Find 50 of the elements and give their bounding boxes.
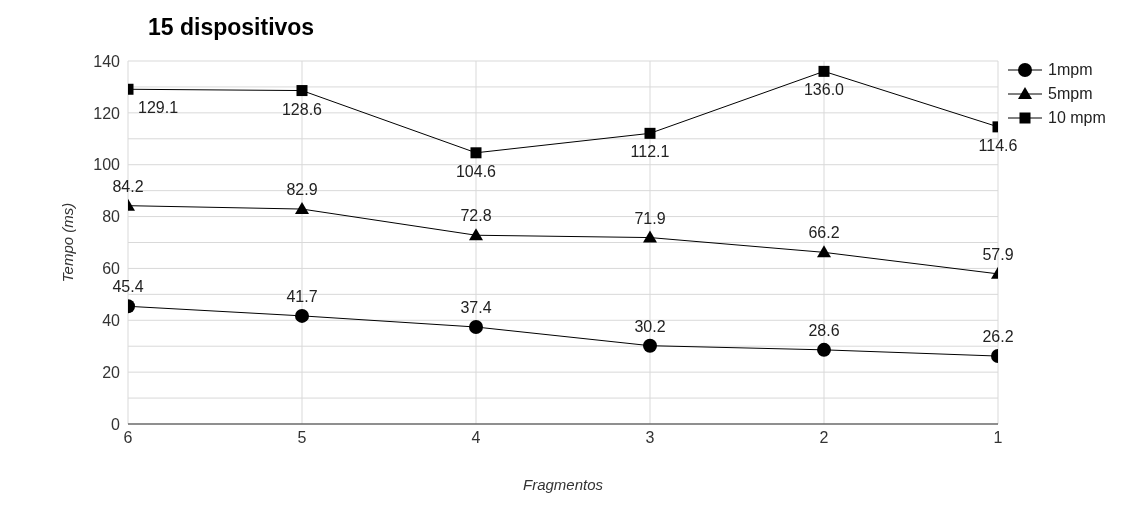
y-tick-label: 140 (93, 52, 121, 70)
data-label: 37.4 (460, 299, 492, 317)
data-label: 84.2 (112, 177, 144, 195)
point (469, 320, 483, 335)
x-tick-label: 4 (471, 429, 481, 447)
legend-label: 10 mpm (1048, 109, 1106, 127)
data-label: 30.2 (634, 317, 666, 335)
data-label: 82.9 (286, 181, 318, 199)
point (817, 342, 831, 357)
point (817, 245, 831, 258)
x-tick-label: 1 (993, 429, 1003, 447)
data-label: 57.9 (982, 245, 1014, 263)
y-tick-label: 120 (93, 104, 121, 122)
y-tick-label: 40 (102, 311, 121, 329)
data-label: 128.6 (281, 100, 323, 118)
data-label: 71.9 (634, 209, 666, 227)
point (469, 228, 483, 241)
data-label: 66.2 (808, 224, 840, 242)
data-label: 45.4 (112, 278, 144, 296)
data-label: 26.2 (982, 328, 1014, 346)
data-label: 114.6 (978, 136, 1018, 154)
point (470, 147, 482, 159)
point (644, 127, 656, 139)
y-tick-label: 100 (93, 156, 121, 174)
x-tick-label: 3 (645, 429, 655, 447)
data-label: 136.0 (803, 81, 845, 99)
y-tick-label: 20 (102, 363, 121, 381)
x-tick-label: 5 (297, 429, 307, 447)
y-tick-label: 0 (111, 415, 121, 433)
x-tick-label: 6 (123, 429, 133, 447)
chart-title: 15 dispositivos (148, 14, 315, 41)
point (295, 202, 309, 215)
y-tick-label: 80 (102, 208, 121, 226)
y-tick-label: 60 (102, 260, 121, 278)
data-label: 72.8 (460, 207, 492, 225)
data-label: 28.6 (808, 321, 840, 339)
data-label: 41.7 (286, 287, 318, 305)
point (643, 338, 657, 353)
point (296, 85, 308, 97)
legend-label: 1mpm (1048, 61, 1093, 79)
data-label: 104.6 (455, 162, 497, 180)
point (295, 308, 309, 323)
x-axis-title: Fragmentos (522, 475, 604, 493)
x-tick-label: 2 (819, 429, 829, 447)
y-axis-title: Tempo (ms) (59, 202, 77, 283)
legend-label: 5mpm (1048, 85, 1093, 103)
data-label: 112.1 (630, 143, 670, 161)
point (818, 65, 830, 77)
point (643, 230, 657, 243)
data-label: 129.1 (138, 99, 179, 117)
